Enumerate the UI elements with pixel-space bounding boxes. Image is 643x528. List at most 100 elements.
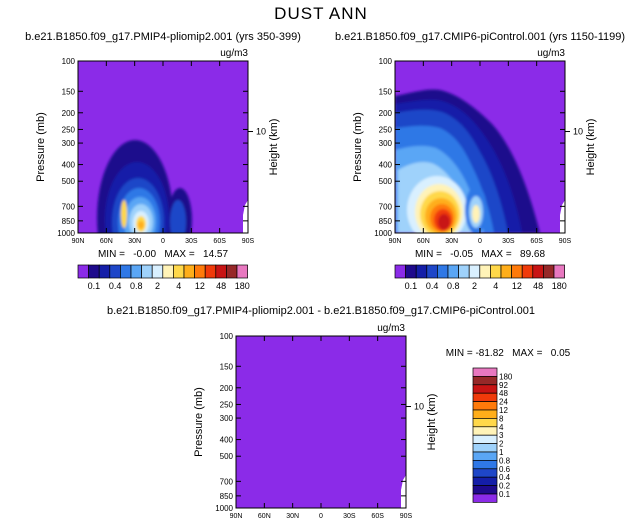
colorbar-swatch [490, 264, 502, 279]
colorbar-label: 0.1 [405, 281, 418, 291]
colorbar-label: 2 [155, 281, 160, 291]
contour-b-13 [438, 214, 450, 230]
contour-a-10 [121, 200, 127, 228]
colorbar-swatch [472, 443, 498, 453]
x-tick-label: 90S [242, 238, 255, 245]
colorbar-label: 180 [235, 281, 250, 291]
colorbar-label: 92 [499, 381, 508, 390]
colorbar-label: 0.8 [130, 281, 143, 291]
colorbar-swatch [226, 264, 238, 279]
panel-b-stats: MIN = -0.05 MAX = 89.68 [415, 249, 545, 260]
panel-b-terrain [560, 200, 565, 233]
panel-c: b.e21.B1850.f09_g17.PMIP4-pliomip2.001 -… [107, 305, 571, 520]
panel-a-colorbar: 0.1 0.4 0.8 2 4 12 48 180 [77, 264, 250, 291]
y-tick-label: 850 [220, 492, 234, 501]
y-tick-label: 500 [62, 177, 76, 186]
x-tick-label: 30S [343, 513, 356, 520]
y-tick-label: 100 [62, 57, 76, 66]
colorbar-label: 4 [499, 423, 504, 432]
y-tick-label: 300 [379, 139, 393, 148]
colorbar-swatch [162, 264, 174, 279]
colorbar-swatch [204, 264, 217, 279]
colorbar-label: 2 [472, 281, 477, 291]
panel-b-units: ug/m3 [537, 48, 565, 59]
colorbar-label: 180 [499, 372, 513, 381]
colorbar-label: 0.4 [109, 281, 122, 291]
colorbar-swatch [472, 476, 498, 486]
colorbar-label: 0.4 [499, 473, 511, 482]
colorbar-swatch [511, 264, 523, 279]
panel-b-yticks: 100 150 200 250 300 400 500 700 850 1000 [374, 57, 565, 238]
y-tick-label: 700 [220, 477, 234, 486]
colorbar-swatch [468, 264, 481, 279]
colorbar-swatch [426, 264, 438, 279]
y-tick-label: 200 [62, 109, 76, 118]
x-tick-label: 90S [559, 238, 572, 245]
colorbar-swatch [194, 264, 206, 279]
colorbar-swatch [472, 384, 498, 394]
y-tick-label: 1000 [215, 504, 233, 513]
colorbar-label: 4 [176, 281, 181, 291]
colorbar-swatch [98, 264, 111, 279]
panel-c-terrain [401, 475, 406, 508]
panel-a-xticks: 90N 60N 30N 0 30S 60S 90S [72, 61, 255, 245]
y-tick-label: 1000 [57, 229, 75, 238]
colorbar-label: 1 [499, 448, 504, 457]
contour-a-2b [170, 200, 186, 233]
panel-c-axes: Pressure (mb) Height (km) 10015020025030… [193, 332, 438, 520]
colorbar-label: 0.8 [499, 456, 511, 465]
x-tick-label: 30S [185, 238, 198, 245]
x-tick-label: 60N [100, 238, 113, 245]
colorbar-label: 0.8 [447, 281, 460, 291]
y-tick-label: 300 [220, 414, 234, 423]
x-tick-label: 90S [400, 513, 413, 520]
y-tick-label: 400 [62, 161, 76, 170]
panel-b-ylabel: Pressure (mb) [352, 112, 364, 182]
panel-b-right-ticks: 10 [565, 127, 583, 137]
colorbar-swatch [447, 264, 459, 279]
colorbar-swatch [394, 264, 406, 279]
colorbar-label: 4 [493, 281, 498, 291]
x-tick-label: 90N [230, 513, 243, 520]
colorbar-swatch [472, 376, 498, 386]
colorbar-swatch [151, 264, 164, 279]
colorbar-swatch [472, 460, 498, 470]
right-tick-label: 10 [573, 127, 583, 137]
colorbar-swatch [141, 264, 153, 279]
y-tick-label: 250 [379, 125, 393, 134]
x-tick-label: 0 [478, 238, 482, 245]
y-tick-label: 1000 [374, 229, 392, 238]
colorbar-label: 48 [216, 281, 226, 291]
panel-b-xticks: 90N 60N 30N 0 30S 60S 90S [389, 61, 572, 245]
y-tick-label: 250 [62, 125, 76, 134]
panel-a-right-ticks: 10 [248, 127, 266, 137]
y-tick-label: 400 [220, 436, 234, 445]
panel-c-right-ticks: 10 [406, 402, 424, 412]
x-tick-label: 60S [213, 238, 226, 245]
colorbar-swatch [130, 264, 142, 279]
panel-a-ylabel-right: Height (km) [268, 119, 280, 176]
colorbar-swatch [472, 392, 498, 402]
x-tick-label: 30N [286, 513, 299, 520]
colorbar-swatch [553, 264, 565, 279]
colorbar-swatch [500, 264, 512, 279]
colorbar-swatch [532, 264, 544, 279]
x-tick-label: 30N [128, 238, 141, 245]
colorbar-label: 0.4 [426, 281, 439, 291]
colorbar-swatch [472, 468, 498, 478]
colorbar-swatch [458, 264, 470, 279]
colorbar-swatch [437, 264, 449, 279]
y-tick-label: 700 [379, 202, 393, 211]
y-tick-label: 150 [62, 87, 76, 96]
y-tick-label: 150 [379, 87, 393, 96]
x-tick-label: 90N [389, 238, 402, 245]
y-tick-label: 100 [379, 57, 393, 66]
colorbar-swatch [472, 409, 498, 419]
y-tick-label: 400 [379, 161, 393, 170]
contour-a-9 [138, 221, 144, 229]
x-tick-label: 0 [161, 238, 165, 245]
panel-c-stats: MIN = -81.82 MAX = 0.05 [446, 348, 571, 359]
colorbar-swatch [173, 264, 185, 279]
